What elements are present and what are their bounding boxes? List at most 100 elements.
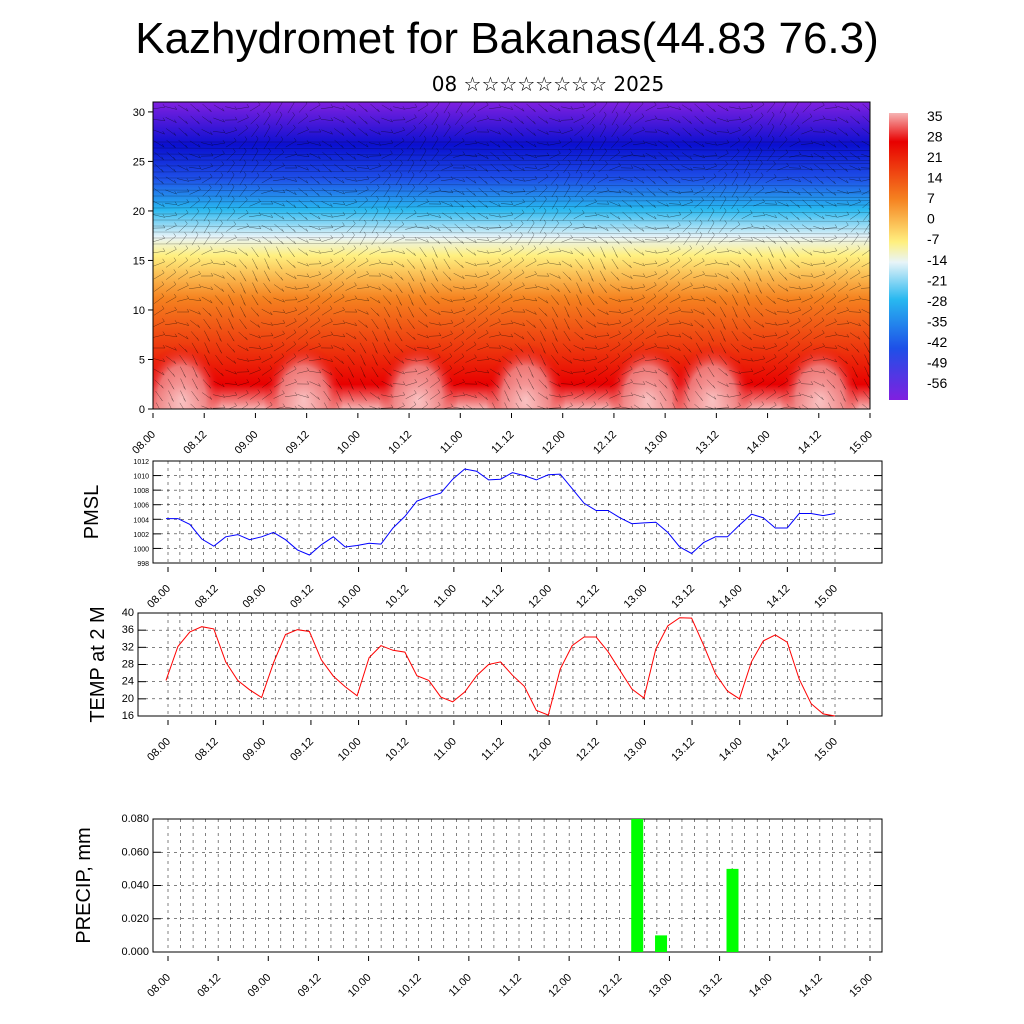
x-tick-label: 08.12 — [193, 736, 221, 764]
x-tick-label: 12.00 — [526, 736, 554, 764]
x-tick-label: 15.00 — [847, 429, 875, 457]
jet-streamline — [153, 176, 870, 179]
jet-streamline — [153, 189, 870, 194]
jet-streamline — [153, 163, 870, 167]
chart-title: Kazhydromet for Bakanas(44.83 76.3) — [135, 14, 879, 63]
x-tick-label: 09.00 — [240, 583, 268, 611]
colorbar-label: -35 — [927, 313, 947, 329]
x-tick-label: 13.12 — [669, 583, 697, 611]
x-tick-label: 12.00 — [540, 429, 568, 457]
jet-streamline — [153, 212, 870, 215]
y-tick-label: 16 — [122, 710, 134, 722]
y-tick-label: 1006 — [133, 503, 149, 510]
y-tick-label: 40 — [122, 607, 134, 619]
x-tick-label: 10.12 — [386, 429, 414, 457]
x-tick-label: 14.12 — [796, 429, 824, 457]
cross-section-plot — [153, 102, 870, 409]
y-tick-label: 24 — [122, 676, 134, 688]
x-tick-label: 10.00 — [336, 583, 364, 611]
pmsl-frame — [152, 460, 883, 564]
x-tick-label: 08.00 — [145, 736, 173, 764]
jet-streamline — [153, 200, 870, 203]
x-tick-label: 08.12 — [181, 429, 209, 457]
y-tick-label: 15 — [133, 255, 145, 267]
x-tick-label: 14.12 — [797, 972, 825, 1000]
jet-streamline — [153, 231, 870, 235]
y-tick-label: 20 — [122, 693, 134, 705]
pmsl-y-label: PMSL — [81, 485, 103, 539]
y-tick-label: 0.000 — [121, 946, 149, 958]
x-tick-label: 09.00 — [240, 736, 268, 764]
x-tick-label: 13.00 — [642, 429, 670, 457]
x-tick-label: 11.00 — [432, 583, 459, 610]
colorbar-label: -49 — [927, 354, 947, 370]
y-tick-label: 998 — [137, 561, 149, 568]
warm-core — [485, 344, 566, 409]
jet-streamline — [153, 168, 870, 173]
x-tick-label: 09.00 — [245, 972, 273, 1000]
warm-core — [672, 344, 753, 409]
x-tick-label: 09.00 — [233, 429, 261, 457]
jet-streamline — [153, 204, 870, 209]
x-tick-label: 08.00 — [145, 583, 173, 611]
y-tick-label: 1010 — [133, 474, 149, 481]
y-tick-label: 1002 — [133, 532, 149, 539]
x-tick-label: 11.12 — [479, 583, 506, 610]
colorbar-label: 35 — [927, 108, 943, 124]
x-tick-label: 15.00 — [847, 972, 875, 1000]
jet-streamline — [153, 195, 870, 198]
x-tick-label: 13.00 — [622, 583, 650, 611]
cross-section-frame — [152, 101, 871, 410]
y-tick-label: 36 — [122, 624, 134, 636]
temp-y-label: TEMP at 2 M — [87, 606, 109, 722]
y-tick-label: 0.040 — [121, 880, 149, 892]
x-tick-label: 11.12 — [497, 972, 524, 999]
x-tick-label: 12.12 — [596, 972, 624, 1000]
x-tick-label: 14.12 — [765, 583, 793, 611]
x-tick-label: 11.12 — [479, 736, 506, 763]
colorbar-label: 28 — [927, 129, 943, 145]
precip-bar — [631, 819, 644, 952]
y-tick-label: 1004 — [133, 517, 149, 524]
y-tick-label: 0.060 — [121, 846, 149, 858]
colorbar-label: 14 — [927, 170, 943, 186]
x-tick-label: 08.00 — [130, 429, 158, 457]
precip-bar — [726, 868, 739, 952]
x-tick-label: 10.00 — [335, 429, 363, 457]
x-tick-label: 11.12 — [489, 429, 516, 456]
x-tick-label: 10.12 — [383, 736, 411, 764]
colorbar — [889, 113, 908, 400]
x-tick-label: 11.00 — [438, 429, 465, 456]
y-tick-label: 0.020 — [121, 913, 149, 925]
y-tick-label: 1012 — [133, 459, 149, 466]
colorbar-label: -21 — [927, 272, 947, 288]
jet-streamline — [153, 147, 870, 151]
x-tick-label: 12.00 — [526, 583, 554, 611]
warm-core — [378, 344, 459, 409]
x-tick-label: 12.00 — [546, 972, 574, 1000]
warm-core — [153, 344, 222, 409]
x-tick-label: 14.00 — [717, 736, 745, 764]
jet-streamline — [153, 225, 870, 230]
precip-y-label: PRECIP, mm — [73, 827, 95, 943]
x-tick-label: 10.00 — [346, 972, 374, 1000]
x-tick-label: 09.12 — [288, 583, 316, 611]
y-tick-label: 25 — [133, 156, 145, 168]
x-tick-label: 12.12 — [591, 429, 619, 457]
x-tick-label: 13.00 — [647, 972, 675, 1000]
colorbar-label: 7 — [927, 190, 935, 206]
x-tick-label: 14.00 — [747, 972, 775, 1000]
x-tick-label: 12.12 — [574, 736, 602, 764]
y-tick-label: 10 — [133, 305, 145, 317]
colorbar-label: -7 — [927, 231, 940, 247]
colorbar-label: -14 — [927, 252, 947, 268]
pmsl-series-line — [166, 468, 836, 556]
jet-streamline — [153, 240, 870, 245]
y-tick-label: 30 — [133, 107, 145, 119]
x-tick-label: 11.00 — [447, 972, 474, 999]
x-tick-label: 15.00 — [812, 736, 840, 764]
x-tick-label: 14.12 — [765, 736, 793, 764]
y-tick-label: 1000 — [133, 546, 149, 553]
y-tick-label: 5 — [139, 354, 145, 366]
jet-streamline — [153, 219, 870, 222]
